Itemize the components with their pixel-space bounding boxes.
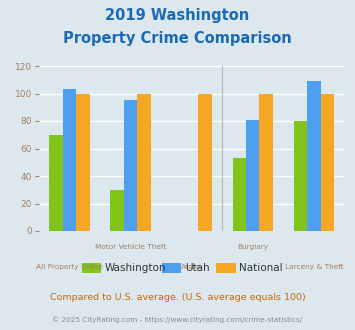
Text: 2019 Washington: 2019 Washington [105, 8, 250, 23]
Text: Burglary: Burglary [237, 244, 268, 250]
Bar [233, 158, 246, 231]
Bar [321, 93, 334, 231]
Bar [198, 93, 212, 231]
Bar [294, 121, 307, 231]
Bar [76, 93, 90, 231]
Bar [137, 93, 151, 231]
Bar [307, 81, 321, 231]
Text: Larceny & Theft: Larceny & Theft [284, 264, 343, 270]
Bar [124, 100, 137, 231]
Bar [63, 89, 76, 231]
Text: © 2025 CityRating.com - https://www.cityrating.com/crime-statistics/: © 2025 CityRating.com - https://www.city… [53, 317, 302, 323]
Bar [110, 190, 124, 231]
Text: National: National [239, 263, 283, 273]
Text: Compared to U.S. average. (U.S. average equals 100): Compared to U.S. average. (U.S. average … [50, 293, 305, 302]
Text: Utah: Utah [185, 263, 209, 273]
Bar [246, 120, 260, 231]
Text: Washington: Washington [105, 263, 166, 273]
Text: Property Crime Comparison: Property Crime Comparison [63, 31, 292, 46]
Text: Motor Vehicle Theft: Motor Vehicle Theft [95, 244, 166, 250]
Text: All Property Crime: All Property Crime [36, 264, 103, 270]
Bar [260, 93, 273, 231]
Text: Arson: Arson [181, 264, 202, 270]
Bar [49, 135, 63, 231]
